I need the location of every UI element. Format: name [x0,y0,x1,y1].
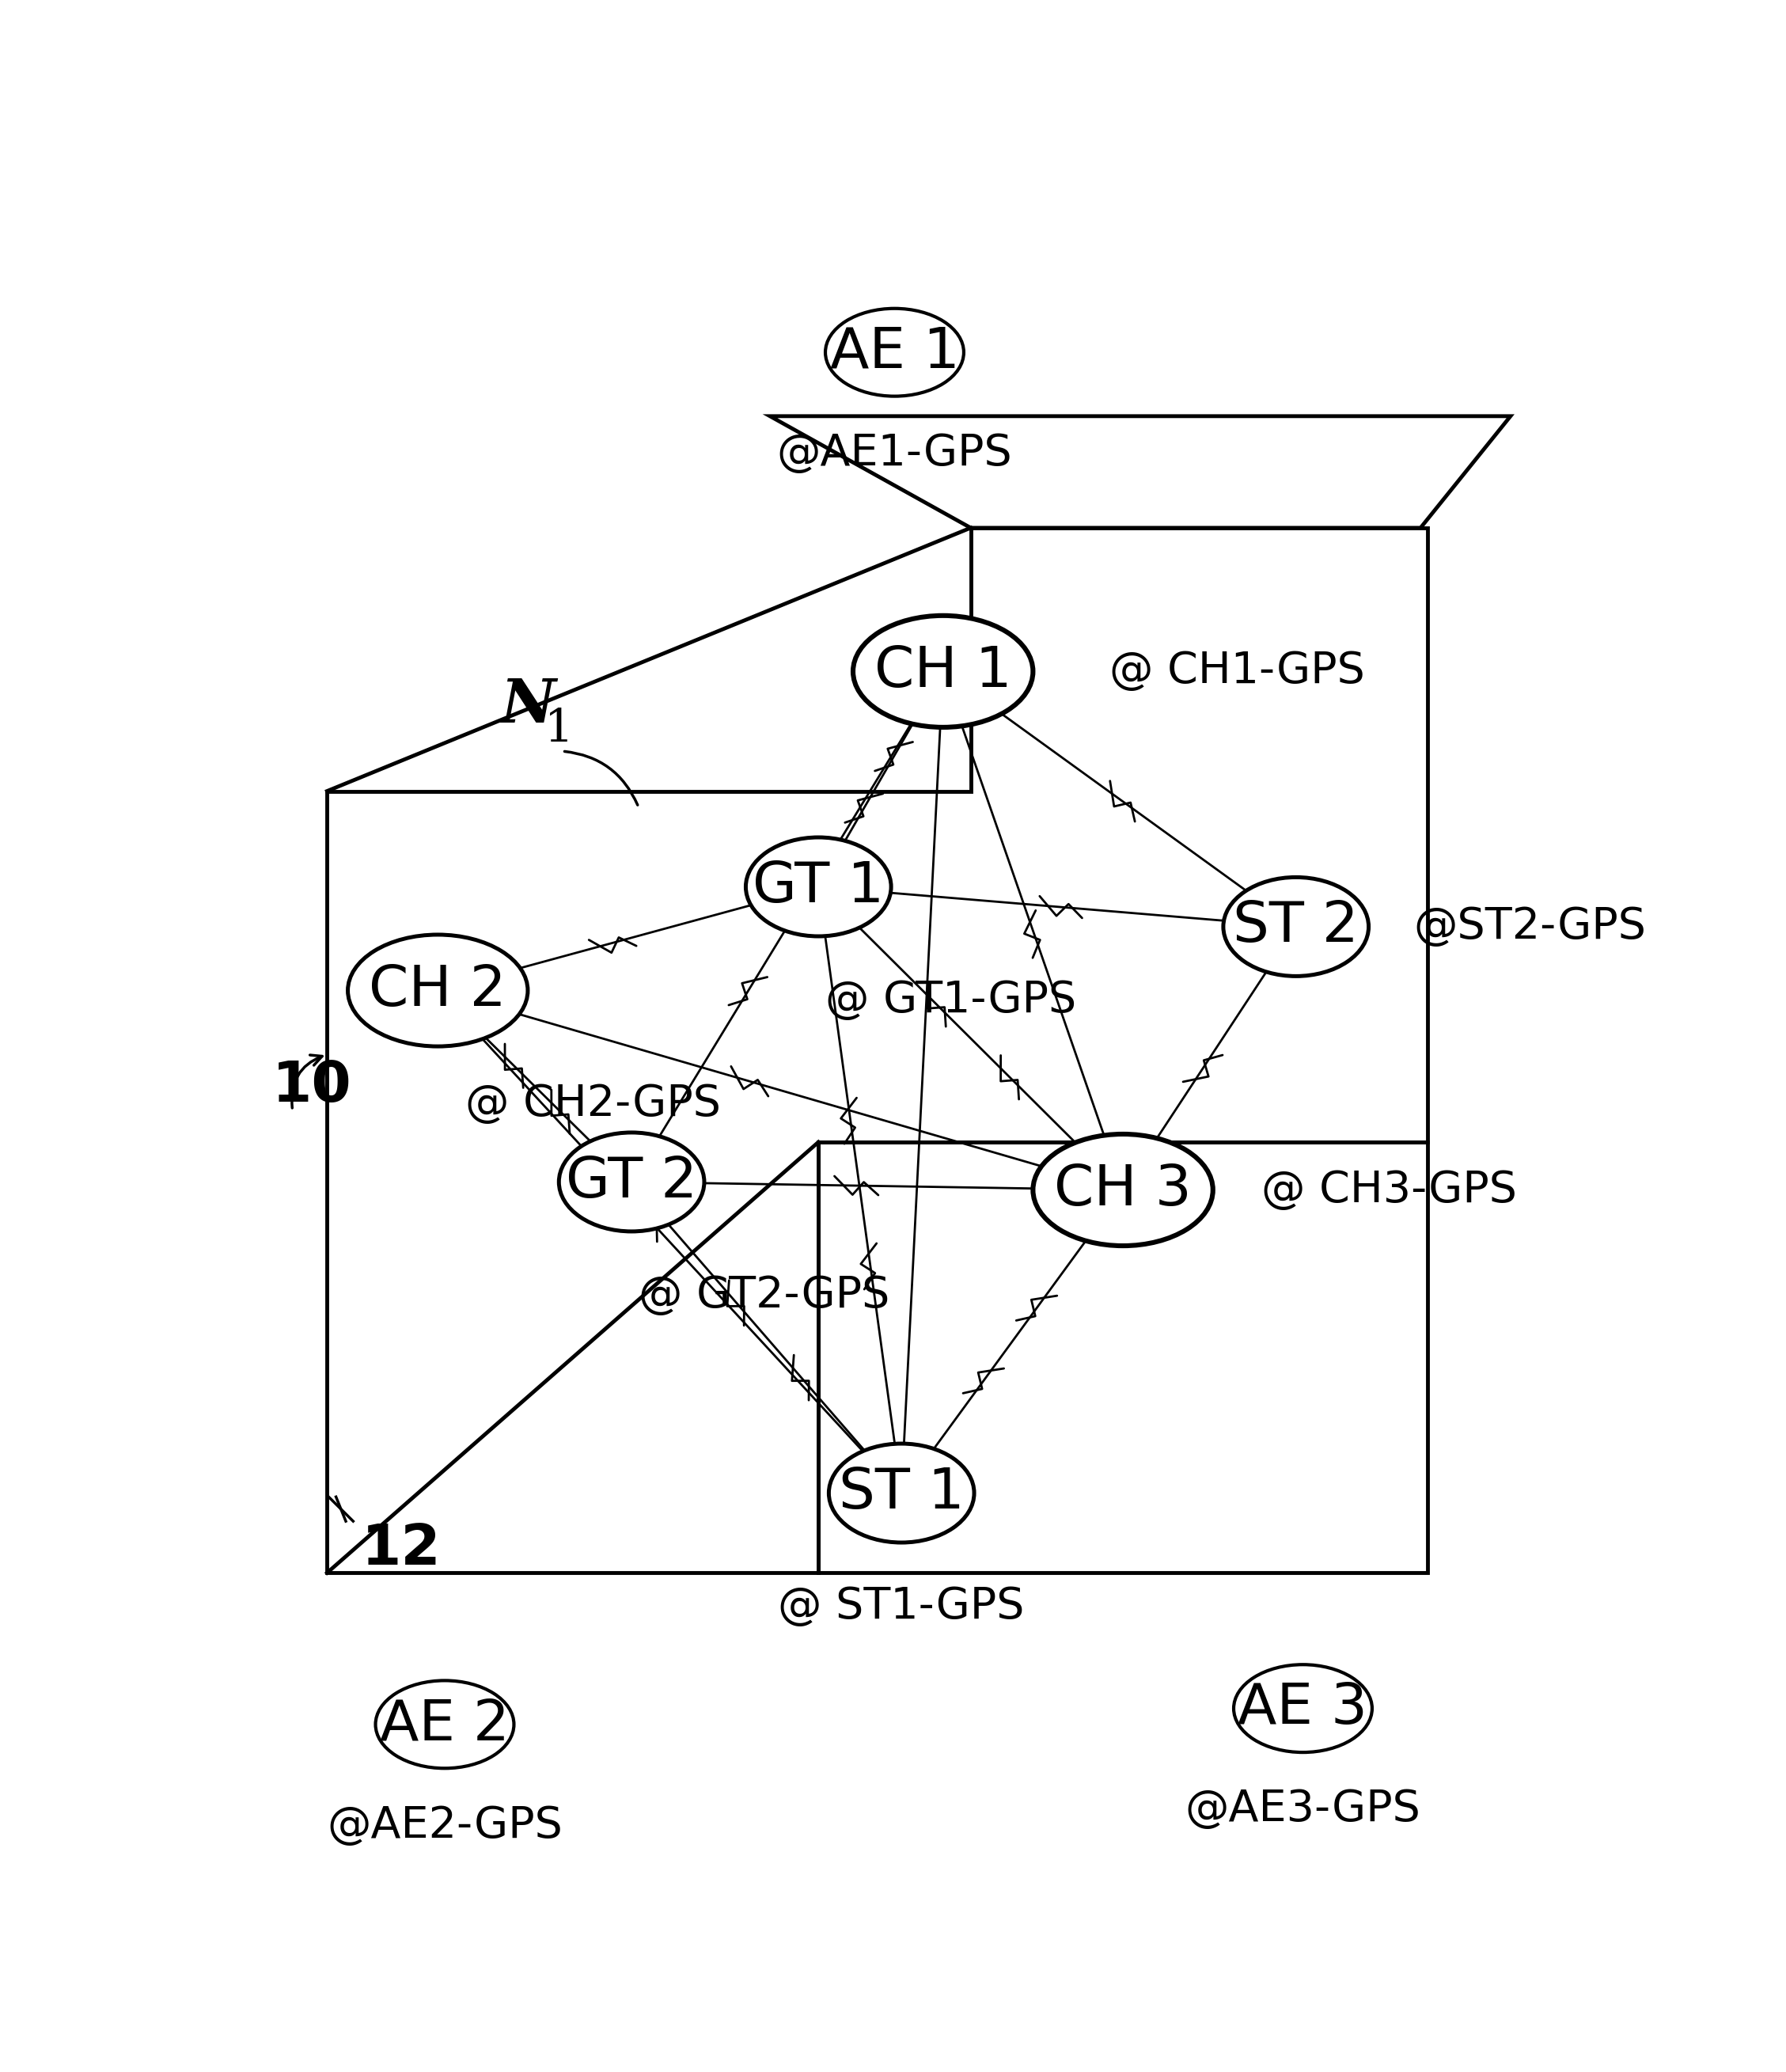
Text: @AE3-GPS: @AE3-GPS [1186,1788,1420,1832]
Text: AE 1: AE 1 [830,325,959,379]
Ellipse shape [854,615,1032,727]
Text: CH 1: CH 1 [875,644,1011,698]
Text: AE 2: AE 2 [380,1697,509,1751]
Text: @AE1-GPS: @AE1-GPS [777,433,1013,474]
Text: @ CH3-GPS: @ CH3-GPS [1261,1169,1516,1212]
Ellipse shape [1234,1664,1372,1753]
Text: GT 1: GT 1 [752,860,884,914]
Text: ST 1: ST 1 [839,1465,964,1521]
Text: @ ST1-GPS: @ ST1-GPS [779,1585,1025,1629]
Ellipse shape [1032,1133,1213,1245]
Text: CH 2: CH 2 [370,963,507,1017]
Text: @ GT1-GPS: @ GT1-GPS [825,980,1077,1021]
Text: 12: 12 [361,1521,441,1577]
Text: CH 3: CH 3 [1054,1162,1191,1216]
Text: ST 2: ST 2 [1232,899,1359,953]
Ellipse shape [375,1680,514,1767]
Text: GT 2: GT 2 [566,1154,697,1210]
Ellipse shape [829,1444,973,1542]
Text: @ GT2-GPS: @ GT2-GPS [638,1274,889,1318]
Text: @ CH2-GPS: @ CH2-GPS [466,1084,722,1125]
Text: AE 3: AE 3 [1238,1680,1368,1736]
Ellipse shape [747,837,891,937]
Text: 10: 10 [271,1059,352,1113]
Text: @ST2-GPS: @ST2-GPS [1413,905,1647,949]
Text: 1: 1 [545,707,573,752]
Ellipse shape [348,934,527,1046]
Text: N: N [500,678,555,736]
Text: @AE2-GPS: @AE2-GPS [327,1805,563,1846]
Ellipse shape [1223,876,1368,976]
Ellipse shape [559,1133,704,1231]
Text: @ CH1-GPS: @ CH1-GPS [1109,651,1365,692]
Ellipse shape [825,309,964,396]
